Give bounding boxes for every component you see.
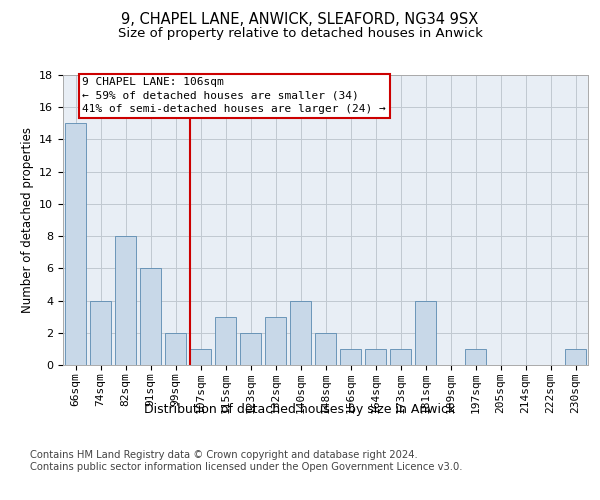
Bar bbox=[340, 349, 361, 365]
Bar bbox=[240, 333, 261, 365]
Text: Contains HM Land Registry data © Crown copyright and database right 2024.
Contai: Contains HM Land Registry data © Crown c… bbox=[30, 450, 463, 471]
Bar bbox=[190, 349, 211, 365]
Bar bbox=[115, 236, 136, 365]
Bar bbox=[390, 349, 411, 365]
Y-axis label: Number of detached properties: Number of detached properties bbox=[20, 127, 34, 313]
Bar bbox=[215, 316, 236, 365]
Bar bbox=[465, 349, 486, 365]
Bar bbox=[365, 349, 386, 365]
Text: 9, CHAPEL LANE, ANWICK, SLEAFORD, NG34 9SX: 9, CHAPEL LANE, ANWICK, SLEAFORD, NG34 9… bbox=[121, 12, 479, 28]
Text: Size of property relative to detached houses in Anwick: Size of property relative to detached ho… bbox=[118, 28, 482, 40]
Text: Distribution of detached houses by size in Anwick: Distribution of detached houses by size … bbox=[145, 402, 455, 415]
Bar bbox=[415, 300, 436, 365]
Bar bbox=[65, 124, 86, 365]
Bar bbox=[565, 349, 586, 365]
Text: 9 CHAPEL LANE: 106sqm
← 59% of detached houses are smaller (34)
41% of semi-deta: 9 CHAPEL LANE: 106sqm ← 59% of detached … bbox=[83, 78, 386, 114]
Bar bbox=[265, 316, 286, 365]
Bar bbox=[140, 268, 161, 365]
Bar bbox=[315, 333, 336, 365]
Bar bbox=[90, 300, 111, 365]
Bar bbox=[165, 333, 186, 365]
Bar bbox=[290, 300, 311, 365]
